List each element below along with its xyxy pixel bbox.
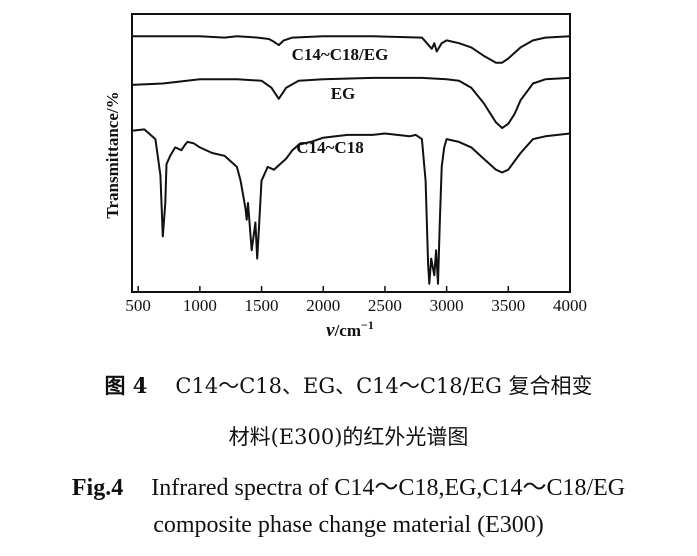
caption-en-fig-label: Fig.4 xyxy=(71,475,124,501)
series-line-1 xyxy=(131,76,571,129)
caption-en-text1: Infrared spectra of C14～C18,EG,C14～C18/E… xyxy=(151,475,626,501)
caption-cn-fig-label: 图 4 xyxy=(104,373,148,398)
ir-spectra-chart: 500 1000 1500 2000 2500 3000 3500 4000 C14~C18/… xyxy=(103,13,587,341)
x-tick-label: 3000 xyxy=(430,296,464,315)
series-line-0 xyxy=(132,35,571,64)
x-tick-label: 2500 xyxy=(368,296,402,315)
caption-cn-text2: 材料(E300)的红外光谱图 xyxy=(228,425,469,449)
caption-cn-line2: 材料(E300)的红外光谱图 xyxy=(0,421,697,451)
x-tick-label: 3500 xyxy=(491,296,525,315)
label-c14-c18: C14~C18 xyxy=(296,138,363,157)
x-tick-label: 4000 xyxy=(553,296,587,315)
y-axis-title: Transmittance/% xyxy=(103,91,122,218)
x-axis-symbol: ν xyxy=(326,320,335,341)
caption-en-line2: composite phase change material (E300) xyxy=(0,512,697,539)
series-line-2 xyxy=(131,128,571,285)
caption-cn-line1: 图 4 C14～C18、EG、C14～C18/EG 复合相变 xyxy=(0,370,697,400)
x-tick-label: 2000 xyxy=(306,296,340,315)
label-eg: EG xyxy=(331,84,356,103)
x-tick-label: 1000 xyxy=(183,296,217,315)
x-tick-label: 1500 xyxy=(245,296,279,315)
x-axis-ticks xyxy=(137,286,571,292)
x-axis-unit: /cm xyxy=(334,321,361,340)
caption-cn-text1: C14～C18、EG、C14～C18/EG 复合相变 xyxy=(175,374,593,398)
x-axis-tick-labels: 500 1000 1500 2000 2500 3000 3500 4000 xyxy=(125,296,587,315)
caption-en-line1: Fig.4 Infrared spectra of C14～C18,EG,C14～… xyxy=(0,467,697,502)
series-lines xyxy=(131,35,571,285)
x-axis-title: ν/cm−1 xyxy=(326,318,374,341)
x-axis-unit-exponent: −1 xyxy=(361,318,374,332)
caption-en-text2: composite phase change material (E300) xyxy=(153,512,544,538)
x-tick-label: 500 xyxy=(125,296,151,315)
label-c14-c18-eg: C14~C18/EG xyxy=(292,45,389,64)
plot-frame xyxy=(131,13,571,293)
